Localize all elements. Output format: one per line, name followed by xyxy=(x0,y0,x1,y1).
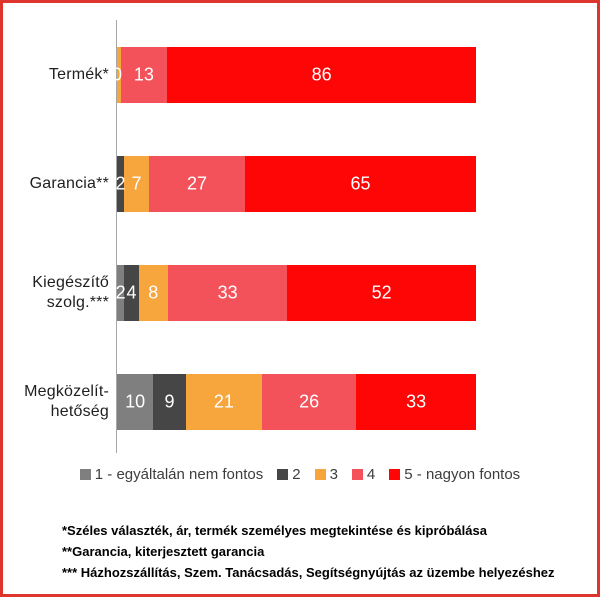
bar-value-label: 8 xyxy=(148,282,159,303)
bar-segment: 9 xyxy=(153,374,186,430)
bar-segment: 4 xyxy=(124,265,139,321)
bar-segment: 21 xyxy=(185,374,263,430)
bar-segment: 7 xyxy=(124,156,149,212)
legend-item: 2 xyxy=(277,466,301,483)
legend-swatch-icon xyxy=(351,469,363,480)
legend-item: 5 - nagyon fontos xyxy=(389,466,520,483)
bar-value-label: 2 xyxy=(115,173,126,194)
bar-value-label: 33 xyxy=(217,282,238,303)
legend-label: 1 - egyáltalán nem fontos xyxy=(94,466,264,483)
bar-segment: 33 xyxy=(167,265,288,321)
legend-swatch-icon xyxy=(79,469,91,480)
bar-value-label: 65 xyxy=(350,173,371,194)
bar-segment: 65 xyxy=(244,156,476,212)
bar-segment: 26 xyxy=(262,374,357,430)
legend-item: 1 - egyáltalán nem fontos xyxy=(79,466,264,483)
bar-track: 10 9 21 26 33 xyxy=(117,374,476,430)
bar-value-label: 9 xyxy=(164,391,175,412)
bar-track: 0 13 86 xyxy=(112,47,476,103)
legend-label: 4 xyxy=(366,466,376,483)
legend-swatch-icon xyxy=(314,469,326,480)
bar-value-label: 13 xyxy=(133,64,154,85)
bar-row: Garancia** 2 7 27 65 xyxy=(3,156,476,212)
footnotes: *Széles választék, ár, termék személyes … xyxy=(62,520,591,583)
bar-row: Megközelít-hetőség 10 9 21 26 33 xyxy=(3,374,476,430)
bar-segment: 52 xyxy=(287,265,476,321)
footnote-2: **Garancia, kiterjesztett garancia xyxy=(62,544,265,559)
bar-segment: 13 xyxy=(120,47,168,103)
legend-item: 3 xyxy=(314,466,338,483)
bar-value-label: 26 xyxy=(299,391,320,412)
legend-label: 3 xyxy=(329,466,338,483)
legend-label: 2 xyxy=(292,466,301,483)
bar-value-label: 27 xyxy=(186,173,207,194)
bar-segment xyxy=(117,47,121,103)
legend-swatch-icon xyxy=(277,469,289,480)
bar-segment: 8 xyxy=(138,265,168,321)
footnote-3: *** Házhozszállítás, Szem. Tanácsadás, S… xyxy=(62,565,555,580)
bar-segment: 86 xyxy=(167,47,476,103)
bar-row: Kiegészítő szolg.*** 2 4 8 33 52 xyxy=(3,265,476,321)
bar-value-label: 4 xyxy=(126,282,137,303)
chart-legend: 1 - egyáltalán nem fontos 2 3 4 5 - nagyon f… xyxy=(3,466,597,483)
legend-item: 4 xyxy=(351,466,376,483)
bar-value-label: 7 xyxy=(131,173,142,194)
category-label: Garancia** xyxy=(29,175,109,192)
bar-value-label: 10 xyxy=(125,391,146,412)
bar-segment: 2 xyxy=(115,156,126,212)
bar-value-label: 21 xyxy=(213,391,234,412)
bar-value-label: 52 xyxy=(371,282,392,303)
legend-label: 5 - nagyon fontos xyxy=(404,466,521,483)
legend-swatch-icon xyxy=(389,469,401,480)
bar-value-label: 86 xyxy=(311,64,332,85)
category-label: Termék* xyxy=(48,66,109,83)
vertical-axis-line xyxy=(116,20,117,453)
footnote-1: *Széles választék, ár, termék személyes … xyxy=(62,523,487,538)
bar-track: 2 4 8 33 52 xyxy=(115,265,476,321)
bar-segment: 2 xyxy=(115,265,126,321)
bar-value-label: 0 xyxy=(111,64,123,85)
bar-segment: 27 xyxy=(148,156,245,212)
category-label: Kiegészítő szolg.*** xyxy=(32,274,109,311)
category-label: Megközelít-hetőség xyxy=(24,383,109,420)
bar-segment: 33 xyxy=(356,374,476,430)
bar-row: Termék* 0 13 86 xyxy=(3,47,476,103)
bar-segment: 10 xyxy=(117,374,154,430)
stacked-bar-chart: Termék* 0 13 86 Garancia** 2 7 27 65 Kiegészítő sz… xyxy=(3,3,597,594)
bar-value-label: 2 xyxy=(115,282,126,303)
bar-track: 2 7 27 65 xyxy=(115,156,476,212)
bar-value-label: 33 xyxy=(406,391,427,412)
